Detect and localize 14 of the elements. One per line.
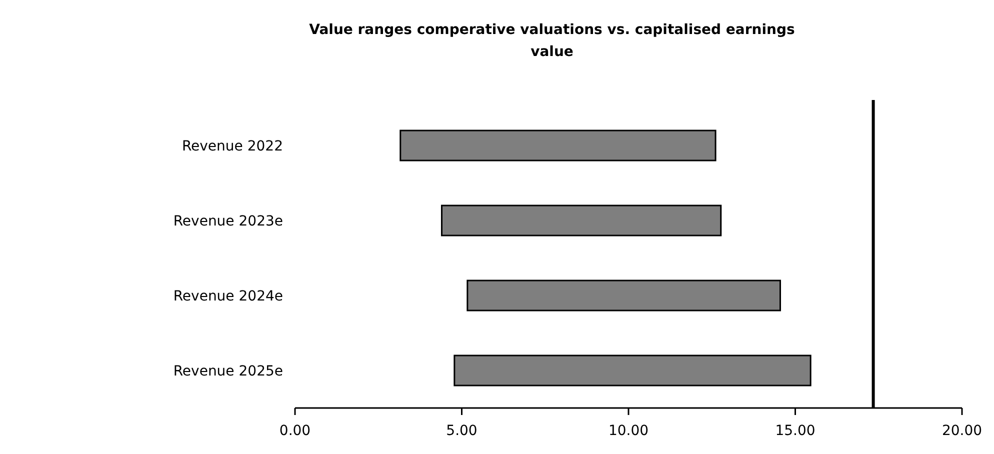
x-tick-label: 10.00	[608, 423, 649, 439]
x-tick-label: 15.00	[775, 423, 816, 439]
x-tick-label: 0.00	[279, 423, 311, 439]
bar	[440, 204, 722, 236]
bar	[454, 354, 812, 386]
chart-title: Value ranges comperative valuations vs. capitalised earnings value	[309, 22, 795, 60]
y-tick-label: Revenue 2023e	[173, 213, 283, 230]
bar	[400, 130, 716, 162]
x-tick-label: 20.00	[942, 423, 982, 439]
y-tick-label: Revenue 2024e	[173, 288, 283, 304]
bar	[466, 280, 781, 312]
y-tick-label: Revenue 2025e	[173, 363, 283, 380]
x-tick-label: 5.00	[446, 423, 478, 439]
y-tick-label: Revenue 2022	[182, 138, 283, 154]
